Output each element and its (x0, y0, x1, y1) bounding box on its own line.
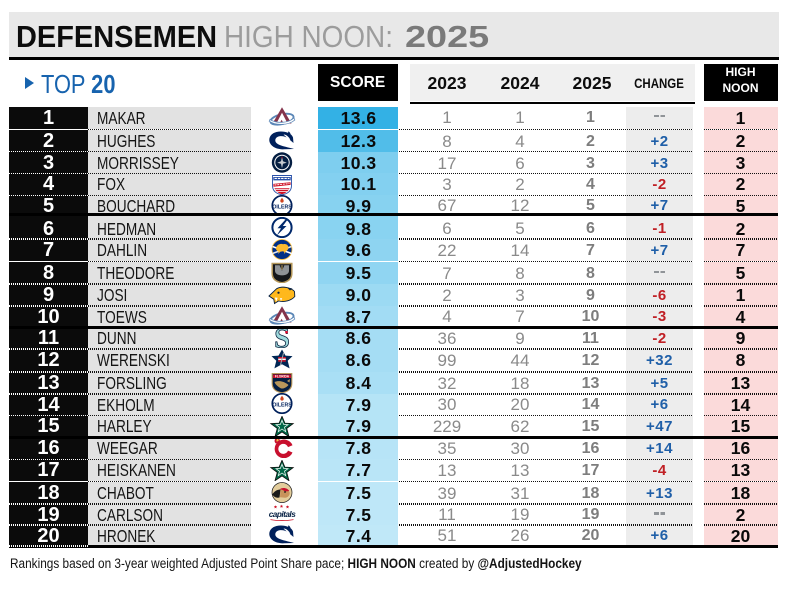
svg-text:S: S (274, 327, 290, 348)
svg-text:FLORIDA: FLORIDA (274, 374, 289, 378)
svg-text:capitals: capitals (268, 510, 295, 519)
svg-text:OILERS: OILERS (272, 403, 292, 409)
svg-text:OILERS: OILERS (272, 204, 292, 210)
